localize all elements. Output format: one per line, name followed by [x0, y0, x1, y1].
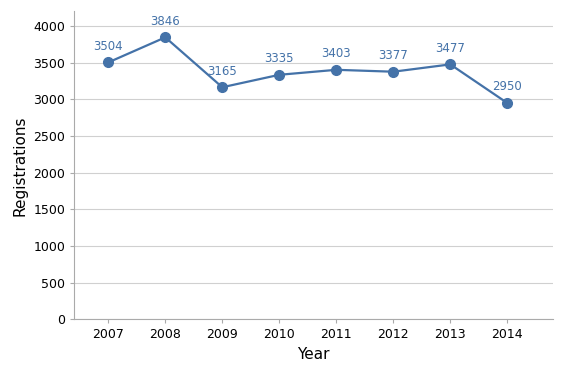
X-axis label: Year: Year [297, 347, 330, 362]
Text: 3377: 3377 [378, 49, 408, 62]
Text: 3477: 3477 [435, 42, 465, 55]
Text: 2950: 2950 [492, 80, 522, 93]
Text: 3403: 3403 [321, 47, 351, 60]
Text: 3846: 3846 [150, 14, 180, 28]
Text: 3165: 3165 [207, 65, 237, 78]
Text: 3504: 3504 [93, 40, 123, 53]
Text: 3335: 3335 [264, 52, 294, 65]
Y-axis label: Registrations: Registrations [13, 115, 27, 215]
